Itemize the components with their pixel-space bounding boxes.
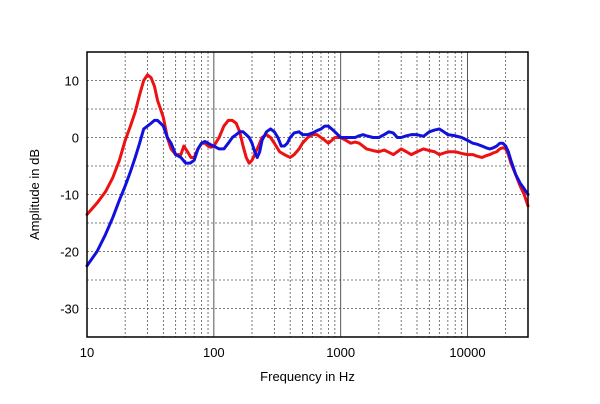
x-tick-label: 10 bbox=[80, 345, 94, 360]
y-tick-label: -20 bbox=[60, 245, 79, 260]
y-tick-label: 0 bbox=[72, 131, 79, 146]
x-axis-title: Frequency in Hz bbox=[260, 369, 355, 384]
x-tick-label: 100 bbox=[203, 345, 225, 360]
series-line-blue bbox=[85, 118, 530, 268]
grid-lines bbox=[87, 52, 528, 337]
y-tick-label: 10 bbox=[65, 74, 79, 89]
series-layer bbox=[85, 73, 530, 268]
series-line-red bbox=[85, 73, 530, 216]
y-tick-label: -10 bbox=[60, 188, 79, 203]
y-axis-title: Amplitude in dB bbox=[27, 149, 42, 240]
x-tick-label: 10000 bbox=[449, 345, 485, 360]
x-tick-label: 1000 bbox=[326, 345, 355, 360]
y-tick-label: -30 bbox=[60, 302, 79, 317]
plot-frame bbox=[86, 51, 529, 338]
